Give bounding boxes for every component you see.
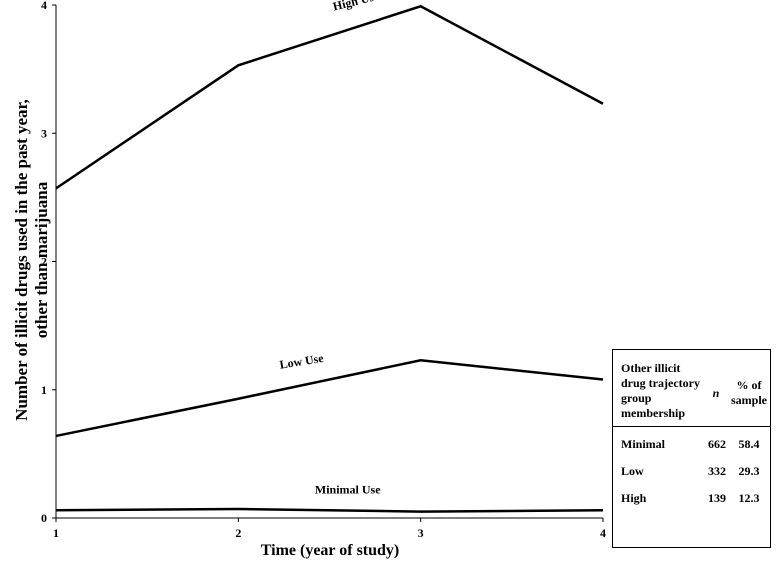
x-tick-label: 2 — [235, 526, 241, 540]
row-pct: 12.3 — [738, 491, 760, 505]
table-row: Low 332 29.3 — [613, 464, 770, 484]
y-axis-title: Number of illicit drugs used in the past… — [12, 70, 52, 450]
header-n: n — [712, 386, 720, 400]
row-group: Minimal — [621, 437, 665, 451]
y-tick-label: 1 — [41, 383, 47, 397]
row-pct: 58.4 — [738, 437, 760, 451]
series-layer — [55, 4, 604, 513]
y-tick-label: 3 — [41, 126, 47, 140]
table-row: High 139 12.3 — [613, 491, 770, 511]
row-n: 139 — [708, 491, 726, 505]
table-row: Minimal 662 58.4 — [613, 437, 770, 457]
row-n: 332 — [708, 464, 726, 478]
header-group: Other illicit drug trajectory group memb… — [621, 361, 700, 420]
row-n: 662 — [708, 437, 726, 451]
series-labels: High Use Low Use Minimal Use — [279, 0, 382, 497]
series-line-minimal-use — [55, 507, 604, 513]
series-label: Minimal Use — [315, 483, 381, 497]
series-line-low-use — [55, 358, 604, 438]
group-membership-table: Other illicit drug trajectory group memb… — [612, 349, 771, 548]
series-line-high-use — [55, 4, 604, 190]
y-tick-label: 4 — [41, 0, 47, 12]
y-axis-title-line1: Number of illicit drugs used in the past… — [12, 99, 31, 421]
y-tick-label: 0 — [41, 511, 47, 525]
x-tick-label: 3 — [418, 526, 424, 540]
header-pct: % of sample — [731, 378, 767, 407]
row-group: High — [621, 491, 647, 505]
series-label: Low Use — [279, 351, 326, 372]
table-header: Other illicit drug trajectory group memb… — [613, 350, 770, 427]
series-label: High Use — [331, 0, 381, 14]
row-group: Low — [621, 464, 644, 478]
x-axis-title: Time (year of study) — [260, 542, 400, 559]
y-tick-label: 2 — [41, 255, 47, 269]
y-axis-title-line2: other than marijuana — [32, 181, 51, 339]
x-tick-label: 4 — [600, 526, 606, 540]
x-tick-label: 1 — [53, 526, 59, 540]
row-pct: 29.3 — [738, 464, 760, 478]
